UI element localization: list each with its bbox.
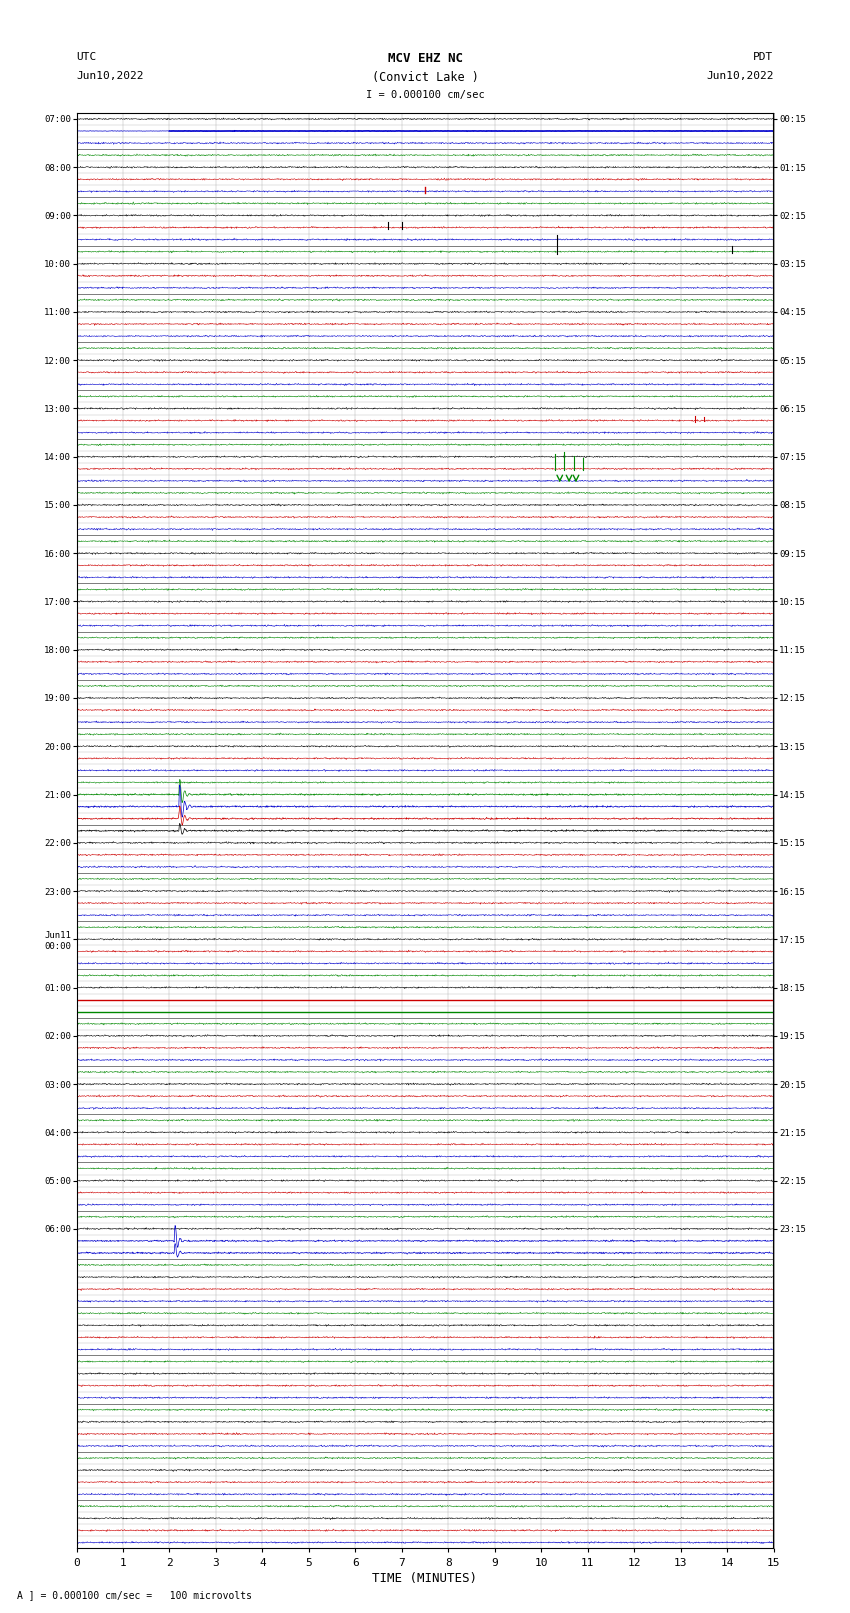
- Text: (Convict Lake ): (Convict Lake ): [371, 71, 479, 84]
- Text: I = 0.000100 cm/sec: I = 0.000100 cm/sec: [366, 90, 484, 100]
- Text: PDT: PDT: [753, 52, 774, 61]
- Text: UTC: UTC: [76, 52, 97, 61]
- Text: Jun10,2022: Jun10,2022: [706, 71, 774, 81]
- X-axis label: TIME (MINUTES): TIME (MINUTES): [372, 1571, 478, 1584]
- Text: A ] = 0.000100 cm/sec =   100 microvolts: A ] = 0.000100 cm/sec = 100 microvolts: [17, 1590, 252, 1600]
- Text: Jun10,2022: Jun10,2022: [76, 71, 144, 81]
- Text: MCV EHZ NC: MCV EHZ NC: [388, 52, 462, 65]
